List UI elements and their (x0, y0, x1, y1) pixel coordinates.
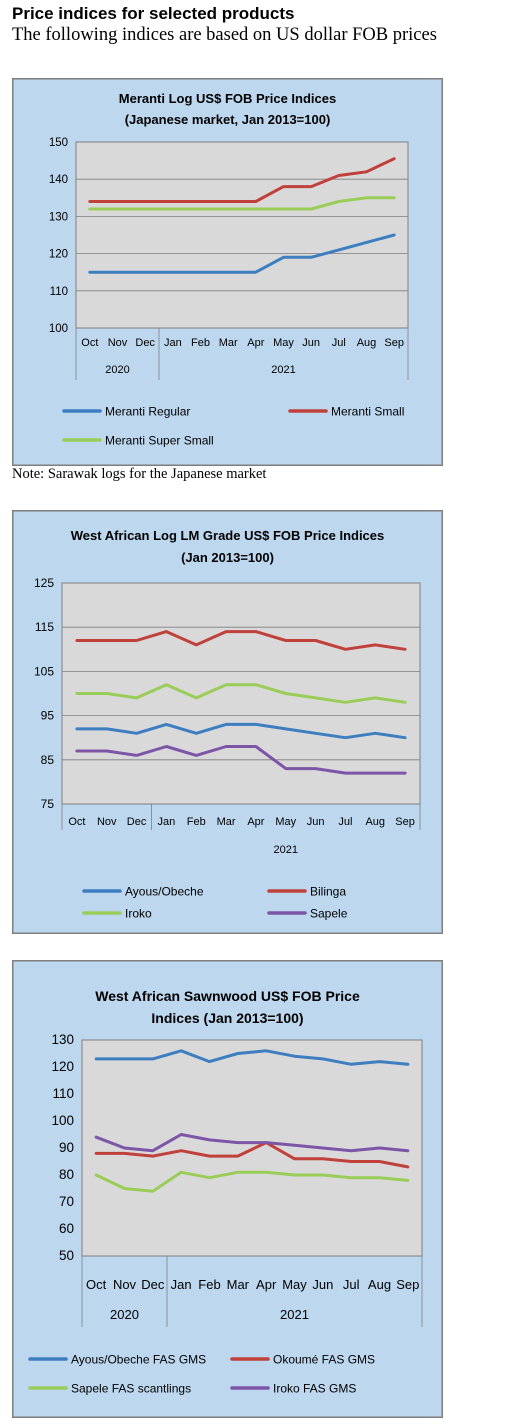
legend-label: Sapele (310, 907, 348, 921)
chart-title-line: West African Sawnwood US$ FOB Price (95, 988, 360, 1004)
series-line (75, 683, 407, 704)
x-tick-label: Oct (68, 816, 85, 828)
west-african-sawnwood-price-chart: West African Sawnwood US$ FOB Price Indic… (12, 960, 443, 1418)
x-tick-label: Sep (396, 1277, 419, 1292)
x-tick-label: Mar (219, 337, 238, 349)
chart-title-line: (Jan 2013=100) (181, 550, 274, 565)
x-tick-label: Nov (113, 1277, 137, 1292)
x-tick-label: Aug (368, 1277, 391, 1292)
x-tick-label: Jul (343, 1277, 360, 1292)
series-line (94, 1133, 410, 1153)
x-tick-label: Aug (357, 337, 377, 349)
meranti-log-price-chart: Meranti Log US$ FOB Price Indices (Japane… (12, 78, 443, 466)
x-group-label: 2020 (105, 364, 129, 376)
legend-label: Meranti Super Small (105, 434, 214, 448)
legend-label: Iroko (125, 907, 152, 921)
y-tick-label: 150 (49, 137, 68, 149)
x-tick-label: Dec (141, 1277, 165, 1292)
y-tick-label: 120 (49, 249, 68, 261)
y-tick-label: 75 (41, 797, 55, 811)
x-tick-label: Feb (187, 816, 206, 828)
series-line (94, 1170, 410, 1193)
x-tick-label: Oct (86, 1277, 107, 1292)
x-tick-label: Aug (365, 816, 385, 828)
legend-label: Ayous/Obeche (125, 885, 204, 899)
x-tick-label: Apr (247, 337, 264, 349)
series-line (88, 233, 396, 274)
series-line (88, 157, 396, 203)
legend-label: Meranti Regular (105, 405, 190, 419)
series-line (94, 1049, 410, 1066)
chart-note: Note: Sarawak logs for the Japanese mark… (12, 466, 267, 482)
x-tick-label: Nov (97, 816, 117, 828)
plot-area (61, 582, 421, 805)
x-tick-label: Nov (108, 337, 128, 349)
plot-area (75, 141, 409, 329)
x-tick-label: Jul (338, 816, 352, 828)
x-tick-label: Mar (217, 816, 236, 828)
page-subtitle: The following indices are based on US do… (12, 25, 437, 45)
y-tick-label: 80 (59, 1167, 74, 1182)
y-tick-label: 140 (49, 174, 68, 186)
y-tick-label: 100 (49, 323, 68, 335)
x-tick-label: Oct (81, 337, 98, 349)
x-tick-label: Jun (312, 1277, 333, 1292)
legend-label: Sapele FAS scantlings (71, 1382, 191, 1396)
legend-label: Bilinga (310, 885, 346, 899)
x-tick-label: Apr (247, 816, 264, 828)
x-tick-label: Jan (158, 816, 176, 828)
legend-label: Ayous/Obeche FAS GMS (71, 1353, 206, 1367)
x-tick-label: Feb (191, 337, 210, 349)
y-tick-label: 70 (59, 1194, 74, 1209)
y-tick-label: 60 (59, 1221, 74, 1236)
x-tick-label: Jun (307, 816, 325, 828)
y-tick-label: 100 (51, 1113, 74, 1128)
x-group-label: 2021 (274, 844, 298, 856)
y-tick-label: 90 (59, 1140, 74, 1155)
page-title: Price indices for selected products (12, 4, 295, 23)
x-tick-label: May (273, 337, 294, 349)
y-tick-label: 105 (34, 664, 54, 678)
x-group-label: 2020 (110, 1307, 139, 1322)
y-tick-label: 120 (51, 1059, 74, 1074)
y-tick-label: 110 (50, 286, 68, 298)
series-line (75, 630, 407, 651)
x-tick-label: May (282, 1277, 307, 1292)
y-tick-label: 95 (41, 709, 55, 723)
x-tick-label: Sep (384, 337, 404, 349)
west-african-log-price-chart: West African Log LM Grade US$ FOB Price … (12, 510, 443, 934)
y-tick-label: 115 (35, 620, 54, 634)
y-tick-label: 50 (59, 1248, 74, 1263)
legend-label: Iroko FAS GMS (273, 1382, 356, 1396)
legend-label: Meranti Small (331, 405, 404, 419)
x-group-label: 2021 (280, 1307, 309, 1322)
y-tick-label: 130 (49, 211, 68, 223)
x-group-label: 2021 (271, 364, 295, 376)
series-line (88, 196, 396, 211)
x-tick-label: Apr (256, 1277, 277, 1292)
series-line (75, 745, 407, 775)
y-tick-label: 110 (52, 1086, 74, 1101)
chart-title-line: West African Log LM Grade US$ FOB Price … (71, 528, 385, 543)
x-tick-label: May (275, 816, 296, 828)
chart-title-line: (Japanese market, Jan 2013=100) (125, 112, 331, 127)
chart-title-line: Indices (Jan 2013=100) (151, 1010, 303, 1026)
y-tick-label: 85 (41, 753, 55, 767)
series-line (75, 722, 407, 740)
x-tick-label: Dec (127, 816, 147, 828)
x-tick-label: Jul (332, 337, 346, 349)
x-tick-label: Sep (395, 816, 415, 828)
x-tick-label: Feb (198, 1277, 220, 1292)
y-tick-label: 125 (34, 576, 54, 590)
series-line (94, 1141, 410, 1169)
x-tick-label: Jan (171, 1277, 192, 1292)
chart-title-line: Meranti Log US$ FOB Price Indices (119, 91, 336, 106)
x-tick-label: Jun (302, 337, 320, 349)
x-tick-label: Mar (227, 1277, 250, 1292)
x-tick-label: Jan (164, 337, 182, 349)
legend-label: Okoumé FAS GMS (273, 1353, 375, 1367)
y-tick-label: 130 (51, 1032, 74, 1047)
x-tick-label: Dec (135, 337, 155, 349)
